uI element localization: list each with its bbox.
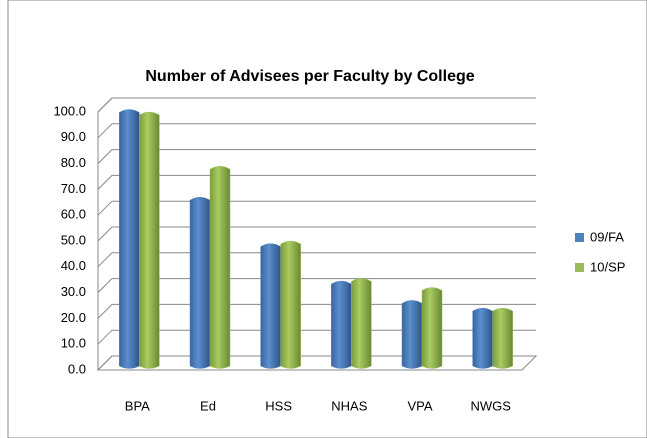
bar (421, 287, 443, 369)
legend-label: 09/FA (590, 229, 624, 244)
grid-line (97, 97, 536, 113)
y-tick-label: 40.0 (61, 258, 86, 273)
bar (189, 196, 211, 369)
y-tick-label: 0.0 (68, 361, 86, 376)
chart-frame (7, 0, 647, 438)
y-tick-label: 10.0 (61, 336, 86, 351)
bar (401, 300, 423, 369)
grid-line (97, 252, 536, 268)
x-tick-label: Ed (200, 398, 216, 413)
legend-label: 10/SP (590, 259, 625, 274)
y-tick-label: 20.0 (61, 310, 86, 325)
bar (492, 307, 513, 369)
bar (280, 240, 301, 369)
legend-swatch (575, 263, 584, 272)
bar (139, 111, 160, 369)
grid-line (97, 123, 536, 139)
y-tick-label: 100.0 (53, 103, 86, 118)
grid-line (97, 226, 536, 242)
y-tick-label: 90.0 (61, 129, 86, 144)
grid-line (97, 174, 536, 190)
grid-line (97, 303, 536, 319)
bar (351, 278, 372, 369)
grid-line (97, 278, 536, 293)
x-tick-label: NHAS (331, 398, 367, 413)
bar (472, 307, 493, 369)
bar (260, 243, 281, 369)
grid-line (97, 149, 536, 164)
x-tick-label: HSS (265, 398, 292, 413)
x-tick-label: VPA (407, 398, 432, 413)
bar (119, 109, 140, 369)
y-tick-label: 80.0 (61, 155, 86, 170)
y-tick-label: 70.0 (61, 181, 86, 196)
grid-line (97, 329, 536, 345)
bar (331, 280, 352, 369)
x-tick-label: BPA (125, 398, 150, 413)
y-tick-label: 50.0 (61, 232, 86, 247)
y-tick-label: 30.0 (61, 284, 86, 299)
x-tick-label: NWGS (470, 398, 511, 413)
grid-line (97, 355, 536, 371)
legend-swatch (575, 233, 584, 242)
bar (209, 165, 231, 369)
y-tick-label: 60.0 (61, 207, 86, 222)
chart-title: Number of Advisees per Faculty by Colleg… (145, 68, 474, 85)
grid-line (97, 200, 536, 216)
